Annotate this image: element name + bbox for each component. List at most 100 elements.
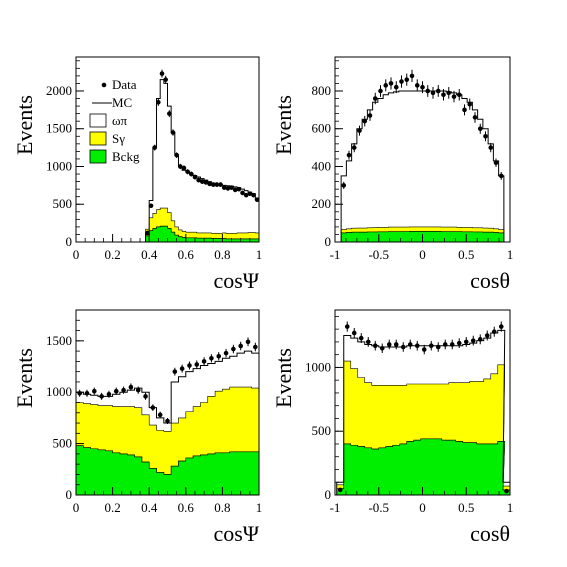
data-point (351, 145, 357, 150)
x-tick-label: 0 (73, 500, 80, 515)
data-point (121, 387, 126, 393)
x-tick-label: 1 (256, 500, 263, 515)
data-point (451, 94, 457, 99)
legend-marker-box (89, 113, 107, 128)
data-point (435, 88, 441, 94)
data-point (172, 369, 178, 374)
data-point (181, 165, 187, 171)
x-tick-label: 0.5 (458, 500, 474, 515)
data-point (351, 330, 357, 336)
data-point (236, 186, 242, 192)
y-tick-label: 1000 (46, 384, 72, 399)
data-point (229, 185, 234, 190)
data-point (472, 115, 478, 120)
data-point (372, 96, 378, 101)
legend-marker-box (89, 149, 107, 164)
x-tick-label: 0 (419, 247, 426, 262)
data-point (148, 203, 154, 209)
data-point (99, 394, 104, 399)
y-axis-title: Events (12, 348, 37, 408)
data-point (113, 388, 119, 394)
data-point (170, 130, 176, 135)
y-tick-label: 500 (312, 423, 332, 438)
data-point (498, 173, 504, 179)
legend-marker-box (89, 131, 107, 146)
omegapi-area (336, 330, 510, 487)
data-point (378, 88, 383, 94)
data-point (218, 182, 223, 187)
data-point (225, 186, 231, 191)
x-tick-label: 0.8 (214, 247, 230, 262)
data-point (441, 92, 446, 98)
data-point (365, 339, 371, 345)
panel-4: 0 500 1000 -1 -0.5 0 0.5 1 cosθ Events (271, 309, 513, 546)
data-point (344, 324, 350, 329)
data-point (143, 394, 148, 399)
data-point (430, 90, 436, 96)
data-point (484, 333, 490, 338)
data-point (251, 192, 256, 198)
x-tick-label: 0.8 (214, 500, 230, 515)
data-point (488, 145, 494, 150)
data-point (393, 84, 399, 90)
data-point (254, 197, 260, 203)
data-point (393, 342, 399, 347)
data-point (245, 339, 251, 345)
data-point (221, 185, 227, 190)
legend-label: MC (112, 95, 132, 110)
data-point (135, 387, 141, 393)
y-tick-label: 1500 (46, 121, 72, 136)
y-axis-title: Events (271, 95, 296, 155)
data-point (92, 388, 97, 394)
data-point (209, 356, 214, 361)
data-point (192, 174, 198, 180)
data-point (425, 88, 431, 94)
x-tick-label: 0.6 (178, 500, 195, 515)
data-point (194, 362, 200, 367)
data-point (106, 391, 112, 397)
y-tick-label: 400 (312, 158, 332, 173)
legend-label: Data (112, 77, 137, 92)
data-point (463, 339, 469, 345)
data-point (77, 390, 82, 396)
x-tick-label: 0.4 (141, 247, 158, 262)
data-point (240, 190, 245, 196)
x-tick-label: 0.5 (458, 247, 474, 262)
x-tick-label: 0.4 (141, 500, 158, 515)
data-point (357, 128, 362, 133)
legend-label: Sγ (112, 131, 125, 146)
data-point (203, 180, 209, 185)
data-point (404, 77, 410, 82)
data-point (446, 90, 452, 96)
y-tick-label: 0 (325, 234, 332, 249)
data-point (498, 324, 504, 329)
x-axis-title: cosΨ (213, 268, 259, 293)
y-tick-label: 2000 (46, 83, 72, 98)
legend-marker-point (101, 82, 107, 88)
data-point (428, 343, 434, 349)
x-tick-label: -1 (330, 500, 341, 515)
x-tick-label: 1 (507, 247, 514, 262)
data-point (477, 337, 483, 342)
y-tick-label: 0 (325, 487, 332, 502)
data-point (346, 152, 352, 158)
data-point (483, 133, 488, 139)
data-point (358, 335, 364, 341)
data-point (456, 340, 462, 346)
data-point (341, 183, 347, 188)
data-point (414, 83, 420, 88)
x-tick-label: 0.2 (104, 500, 120, 515)
panel-1: 0 500 1000 1500 2000 0 0.2 0.4 0.6 0.8 1 cosΨ Events (12, 56, 262, 293)
data-point (167, 111, 172, 116)
data-point (379, 345, 385, 351)
x-axis-title: cosθ (470, 268, 510, 293)
data-point (174, 152, 179, 158)
data-point (216, 353, 222, 359)
data-point (504, 488, 509, 494)
data-point (231, 346, 236, 352)
data-point (196, 177, 201, 183)
data-point (491, 329, 497, 334)
y-tick-label: 1500 (46, 333, 72, 348)
x-tick-label: -0.5 (368, 500, 389, 515)
